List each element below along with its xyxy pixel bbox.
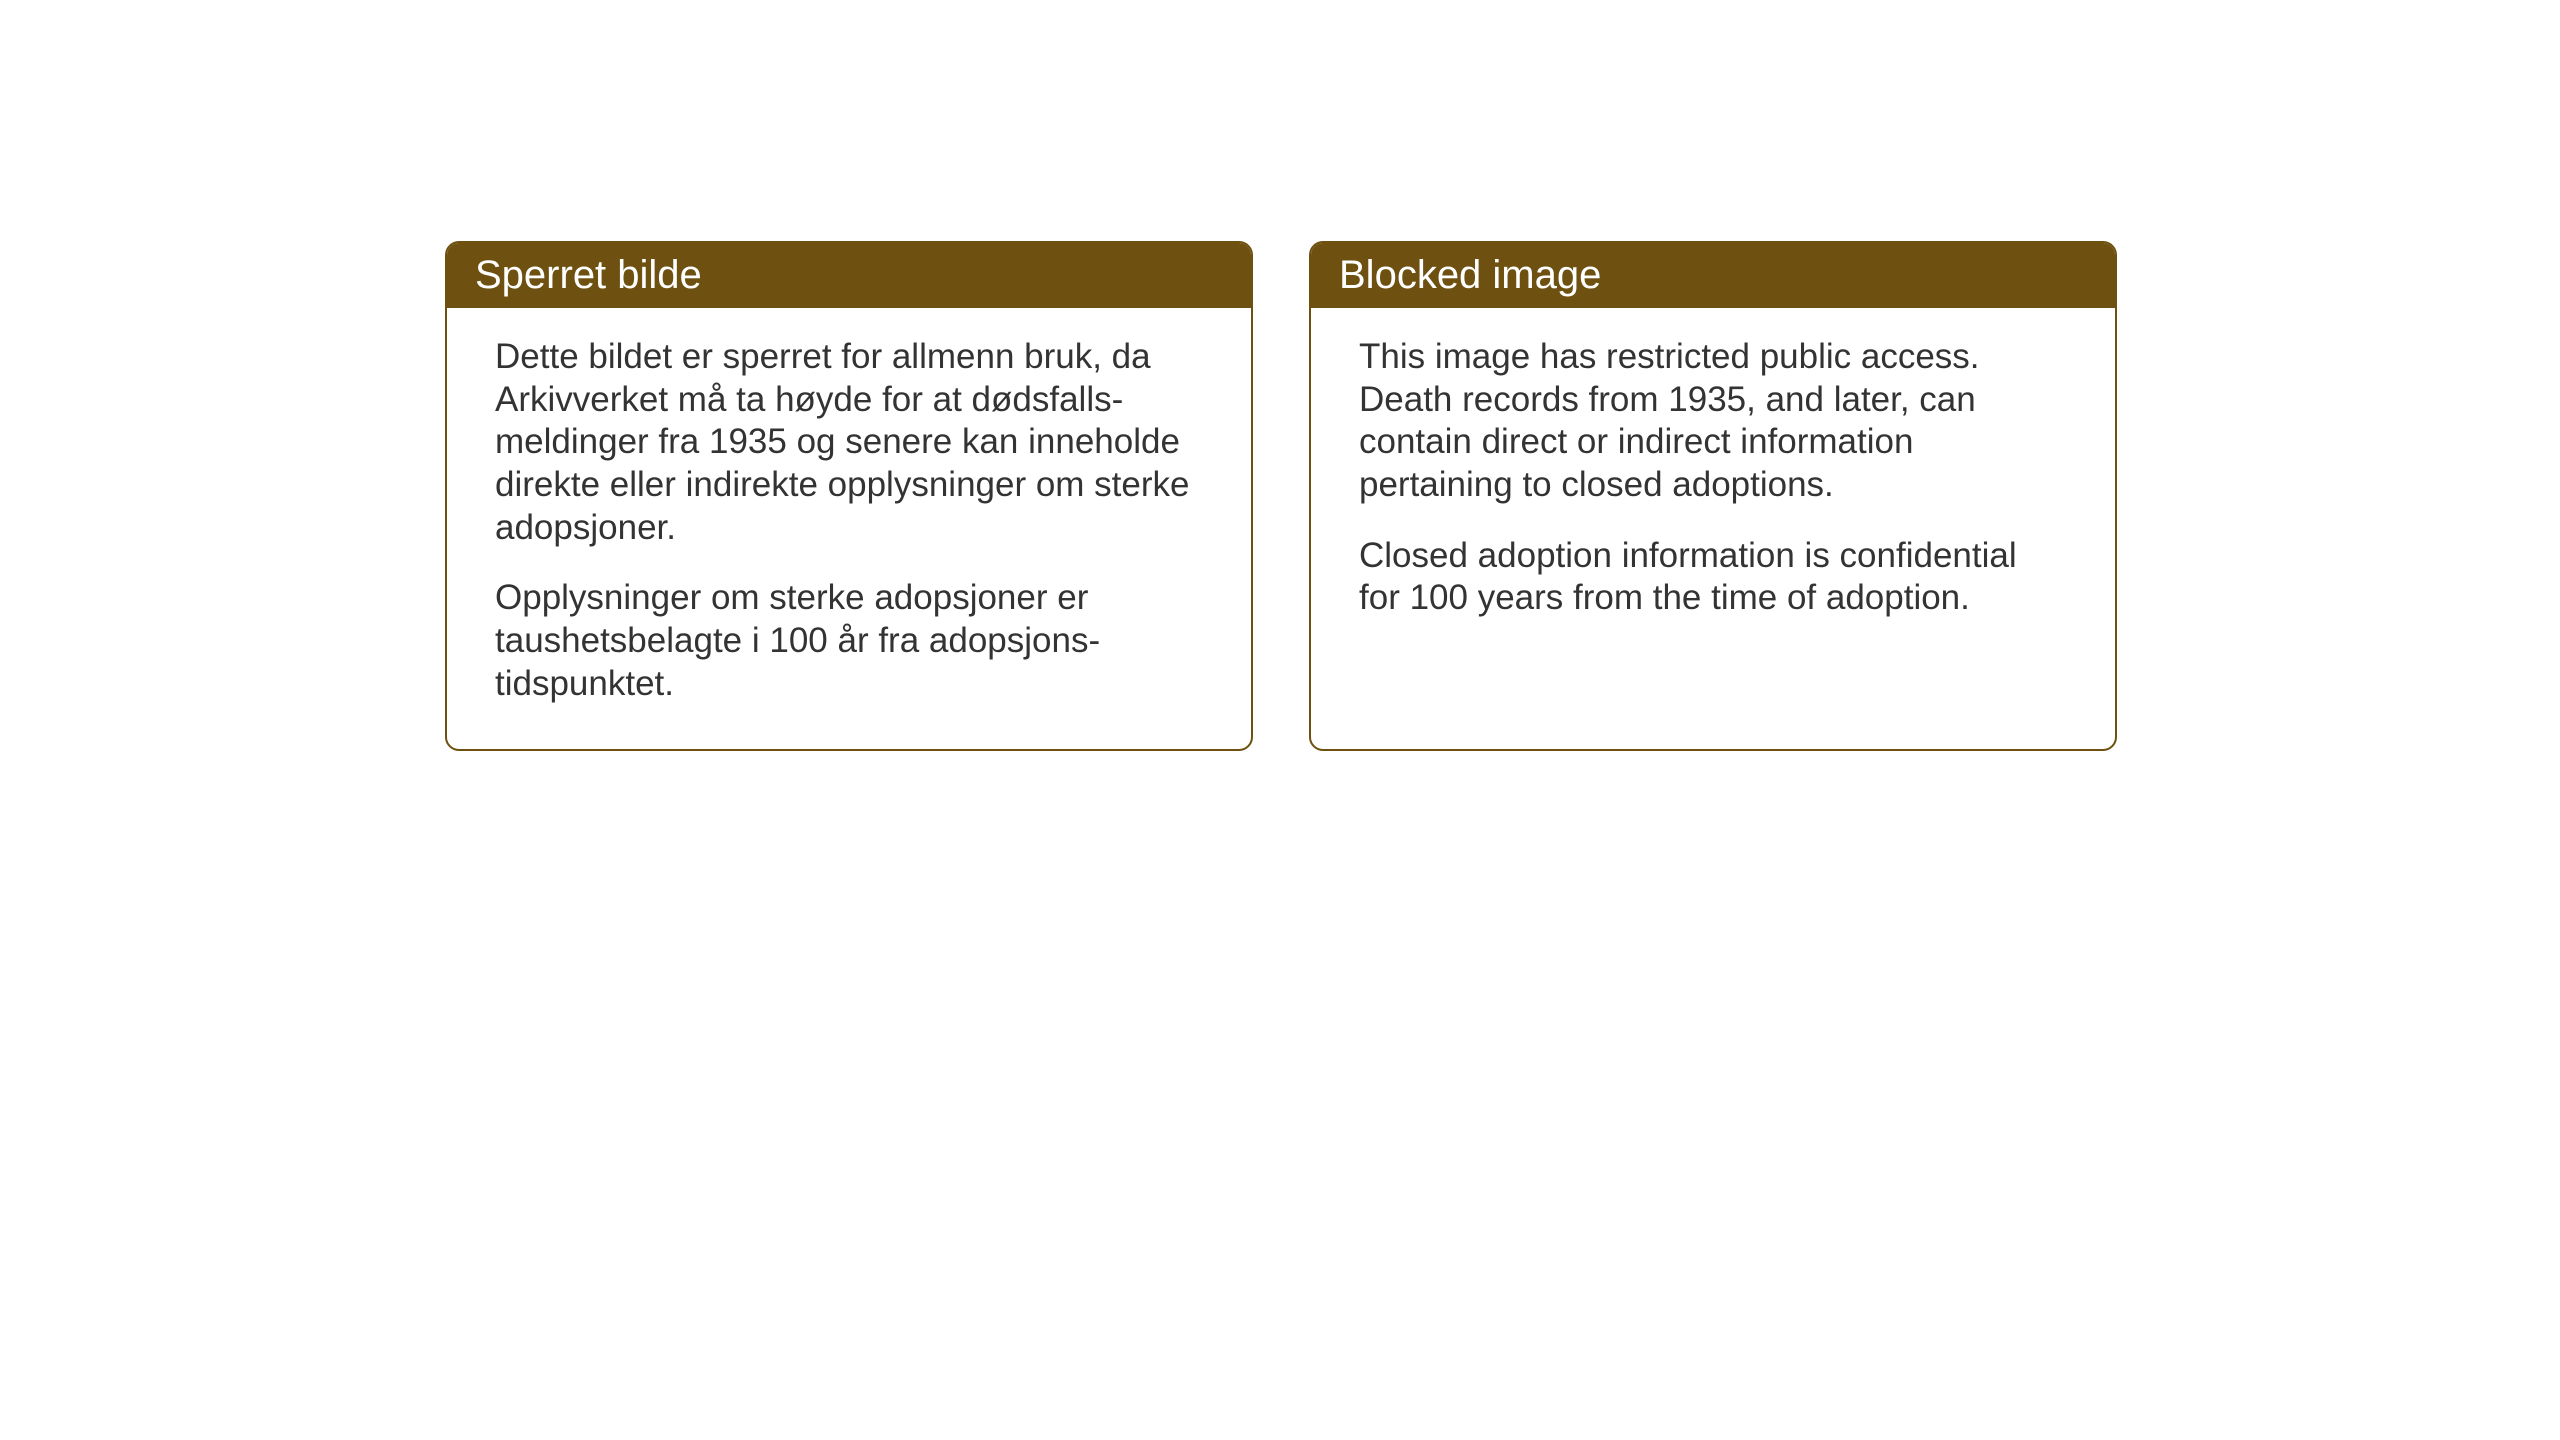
norwegian-card-header: Sperret bilde xyxy=(447,243,1251,308)
english-card-title: Blocked image xyxy=(1339,253,1601,297)
norwegian-card-title: Sperret bilde xyxy=(475,253,702,297)
english-paragraph-1: This image has restricted public access.… xyxy=(1359,336,2067,507)
english-paragraph-2: Closed adoption information is confident… xyxy=(1359,535,2067,620)
english-card-header: Blocked image xyxy=(1311,243,2115,308)
notice-cards-container: Sperret bilde Dette bildet er sperret fo… xyxy=(445,241,2117,751)
norwegian-notice-card: Sperret bilde Dette bildet er sperret fo… xyxy=(445,241,1253,751)
norwegian-card-body: Dette bildet er sperret for allmenn bruk… xyxy=(447,308,1251,746)
norwegian-paragraph-2: Opplysninger om sterke adopsjoner er tau… xyxy=(495,577,1203,705)
english-card-body: This image has restricted public access.… xyxy=(1311,308,2115,660)
norwegian-paragraph-1: Dette bildet er sperret for allmenn bruk… xyxy=(495,336,1203,549)
english-notice-card: Blocked image This image has restricted … xyxy=(1309,241,2117,751)
